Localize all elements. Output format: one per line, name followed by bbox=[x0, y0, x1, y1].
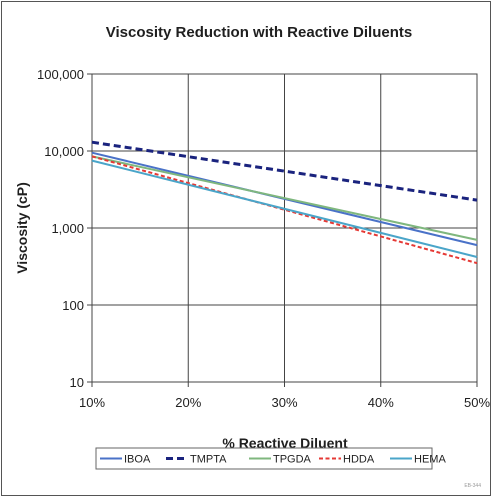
legend-label-hema: HEMA bbox=[414, 454, 446, 466]
x-tick-label: 50% bbox=[464, 395, 490, 410]
y-tick-label: 1,000 bbox=[51, 221, 84, 236]
legend-label-iboa: IBOA bbox=[124, 454, 151, 466]
y-tick-label: 10,000 bbox=[44, 144, 84, 159]
x-tick-label: 40% bbox=[368, 395, 394, 410]
legend: IBOA TMPTA TPGDA HDDA HEMA bbox=[95, 447, 446, 470]
x-tick-label: 30% bbox=[271, 395, 297, 410]
chart-title: Viscosity Reduction with Reactive Diluen… bbox=[106, 24, 412, 41]
plot-area: 10 100 1,000 10,000 100,000 10% 20% 30% 40% 50% bbox=[37, 67, 490, 410]
figure-code: EB-344 bbox=[464, 483, 481, 489]
x-tick-label: 10% bbox=[79, 395, 105, 410]
y-axis-title: Viscosity (cP) bbox=[14, 182, 30, 274]
series-line-hema bbox=[91, 159, 478, 258]
y-tick-label: 100 bbox=[62, 298, 84, 313]
series-line-hdda bbox=[91, 155, 478, 265]
y-tick-label: 100,000 bbox=[37, 67, 84, 82]
legend-label-tpgda: TPGDA bbox=[273, 454, 312, 466]
legend-label-hdda: HDDA bbox=[343, 454, 375, 466]
legend-label-tmpta: TMPTA bbox=[190, 454, 227, 466]
y-tick-label: 10 bbox=[70, 375, 84, 390]
series-line-tmpta bbox=[91, 140, 478, 202]
series-line-tpgda bbox=[91, 155, 478, 241]
x-tick-label: 20% bbox=[175, 395, 201, 410]
x-axis-title: % Reactive Diluent bbox=[222, 435, 348, 451]
